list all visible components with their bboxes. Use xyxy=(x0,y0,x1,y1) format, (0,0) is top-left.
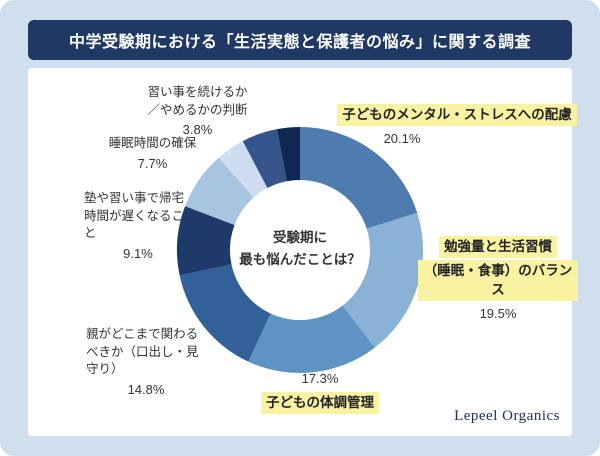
callout-study-life-balance: 勉強量と生活習慣 （睡眠・食事）のバランス 19.5% xyxy=(418,234,578,323)
callout-health-management: 17.3% 子どもの体調管理 xyxy=(240,370,400,414)
donut-segment xyxy=(300,127,418,229)
donut-segment xyxy=(248,305,375,374)
callout-label-highlighted: 子どもの体調管理 xyxy=(261,392,379,414)
brand-logo: Lepeel Organics xyxy=(454,408,560,424)
callout-percent: 7.7% xyxy=(137,155,168,171)
donut-segment xyxy=(176,206,235,276)
callout-label-highlighted: （睡眠・食事）のバランス xyxy=(418,259,578,301)
callout-sleep-time: 睡眠時間の確保 7.7% xyxy=(90,135,215,173)
donut-center-question: 受験期に 最も悩んだことは？ xyxy=(239,230,361,267)
callout-percent: 20.1% xyxy=(383,130,421,146)
callout-label: 親がどこまで関わる べきか（口出し・見 守り） xyxy=(86,327,199,376)
callout-percent: 3.8% xyxy=(182,122,213,137)
callout-label-highlighted: 勉強量と生活習慣 xyxy=(439,236,557,258)
donut-segment xyxy=(342,212,424,348)
survey-title: 中学受験期における「生活実態と保護者の悩み」に関する調査 xyxy=(68,34,531,51)
donut-segment xyxy=(179,264,271,362)
callout-lesson-decision: 習い事を続けるか ／やめるかの判断 3.8% xyxy=(130,84,265,139)
callout-label: 習い事を続けるか ／やめるかの判断 xyxy=(147,85,248,117)
callout-label: 睡眠時間の確保 xyxy=(108,136,197,150)
donut-segment xyxy=(242,129,287,189)
callout-label: 塾や習い事で帰宅 時間が遅くなるこ と xyxy=(84,191,185,240)
donut-chart xyxy=(176,127,424,374)
callout-label-highlighted: 子どものメンタル・ストレスへの配慮 xyxy=(337,104,577,126)
donut-segment xyxy=(218,141,268,198)
callout-percent: 9.1% xyxy=(123,245,153,261)
title-banner: 中学受験期における「生活実態と保護者の悩み」に関する調査 xyxy=(28,20,572,60)
callout-parent-involvement: 親がどこまで関わる べきか（口出し・見 守り） 14.8% xyxy=(86,326,206,399)
callout-mental-stress: 子どものメンタル・ストレスへの配慮 20.1% xyxy=(332,104,582,148)
callout-percent: 19.5% xyxy=(479,305,517,321)
callout-percent: 17.3% xyxy=(301,371,339,386)
donut-segment xyxy=(185,157,254,226)
callout-late-return: 塾や習い事で帰宅 時間が遅くなるこ と 9.1% xyxy=(84,190,192,263)
callout-percent: 14.8% xyxy=(127,381,165,397)
donut-segment xyxy=(276,127,300,182)
